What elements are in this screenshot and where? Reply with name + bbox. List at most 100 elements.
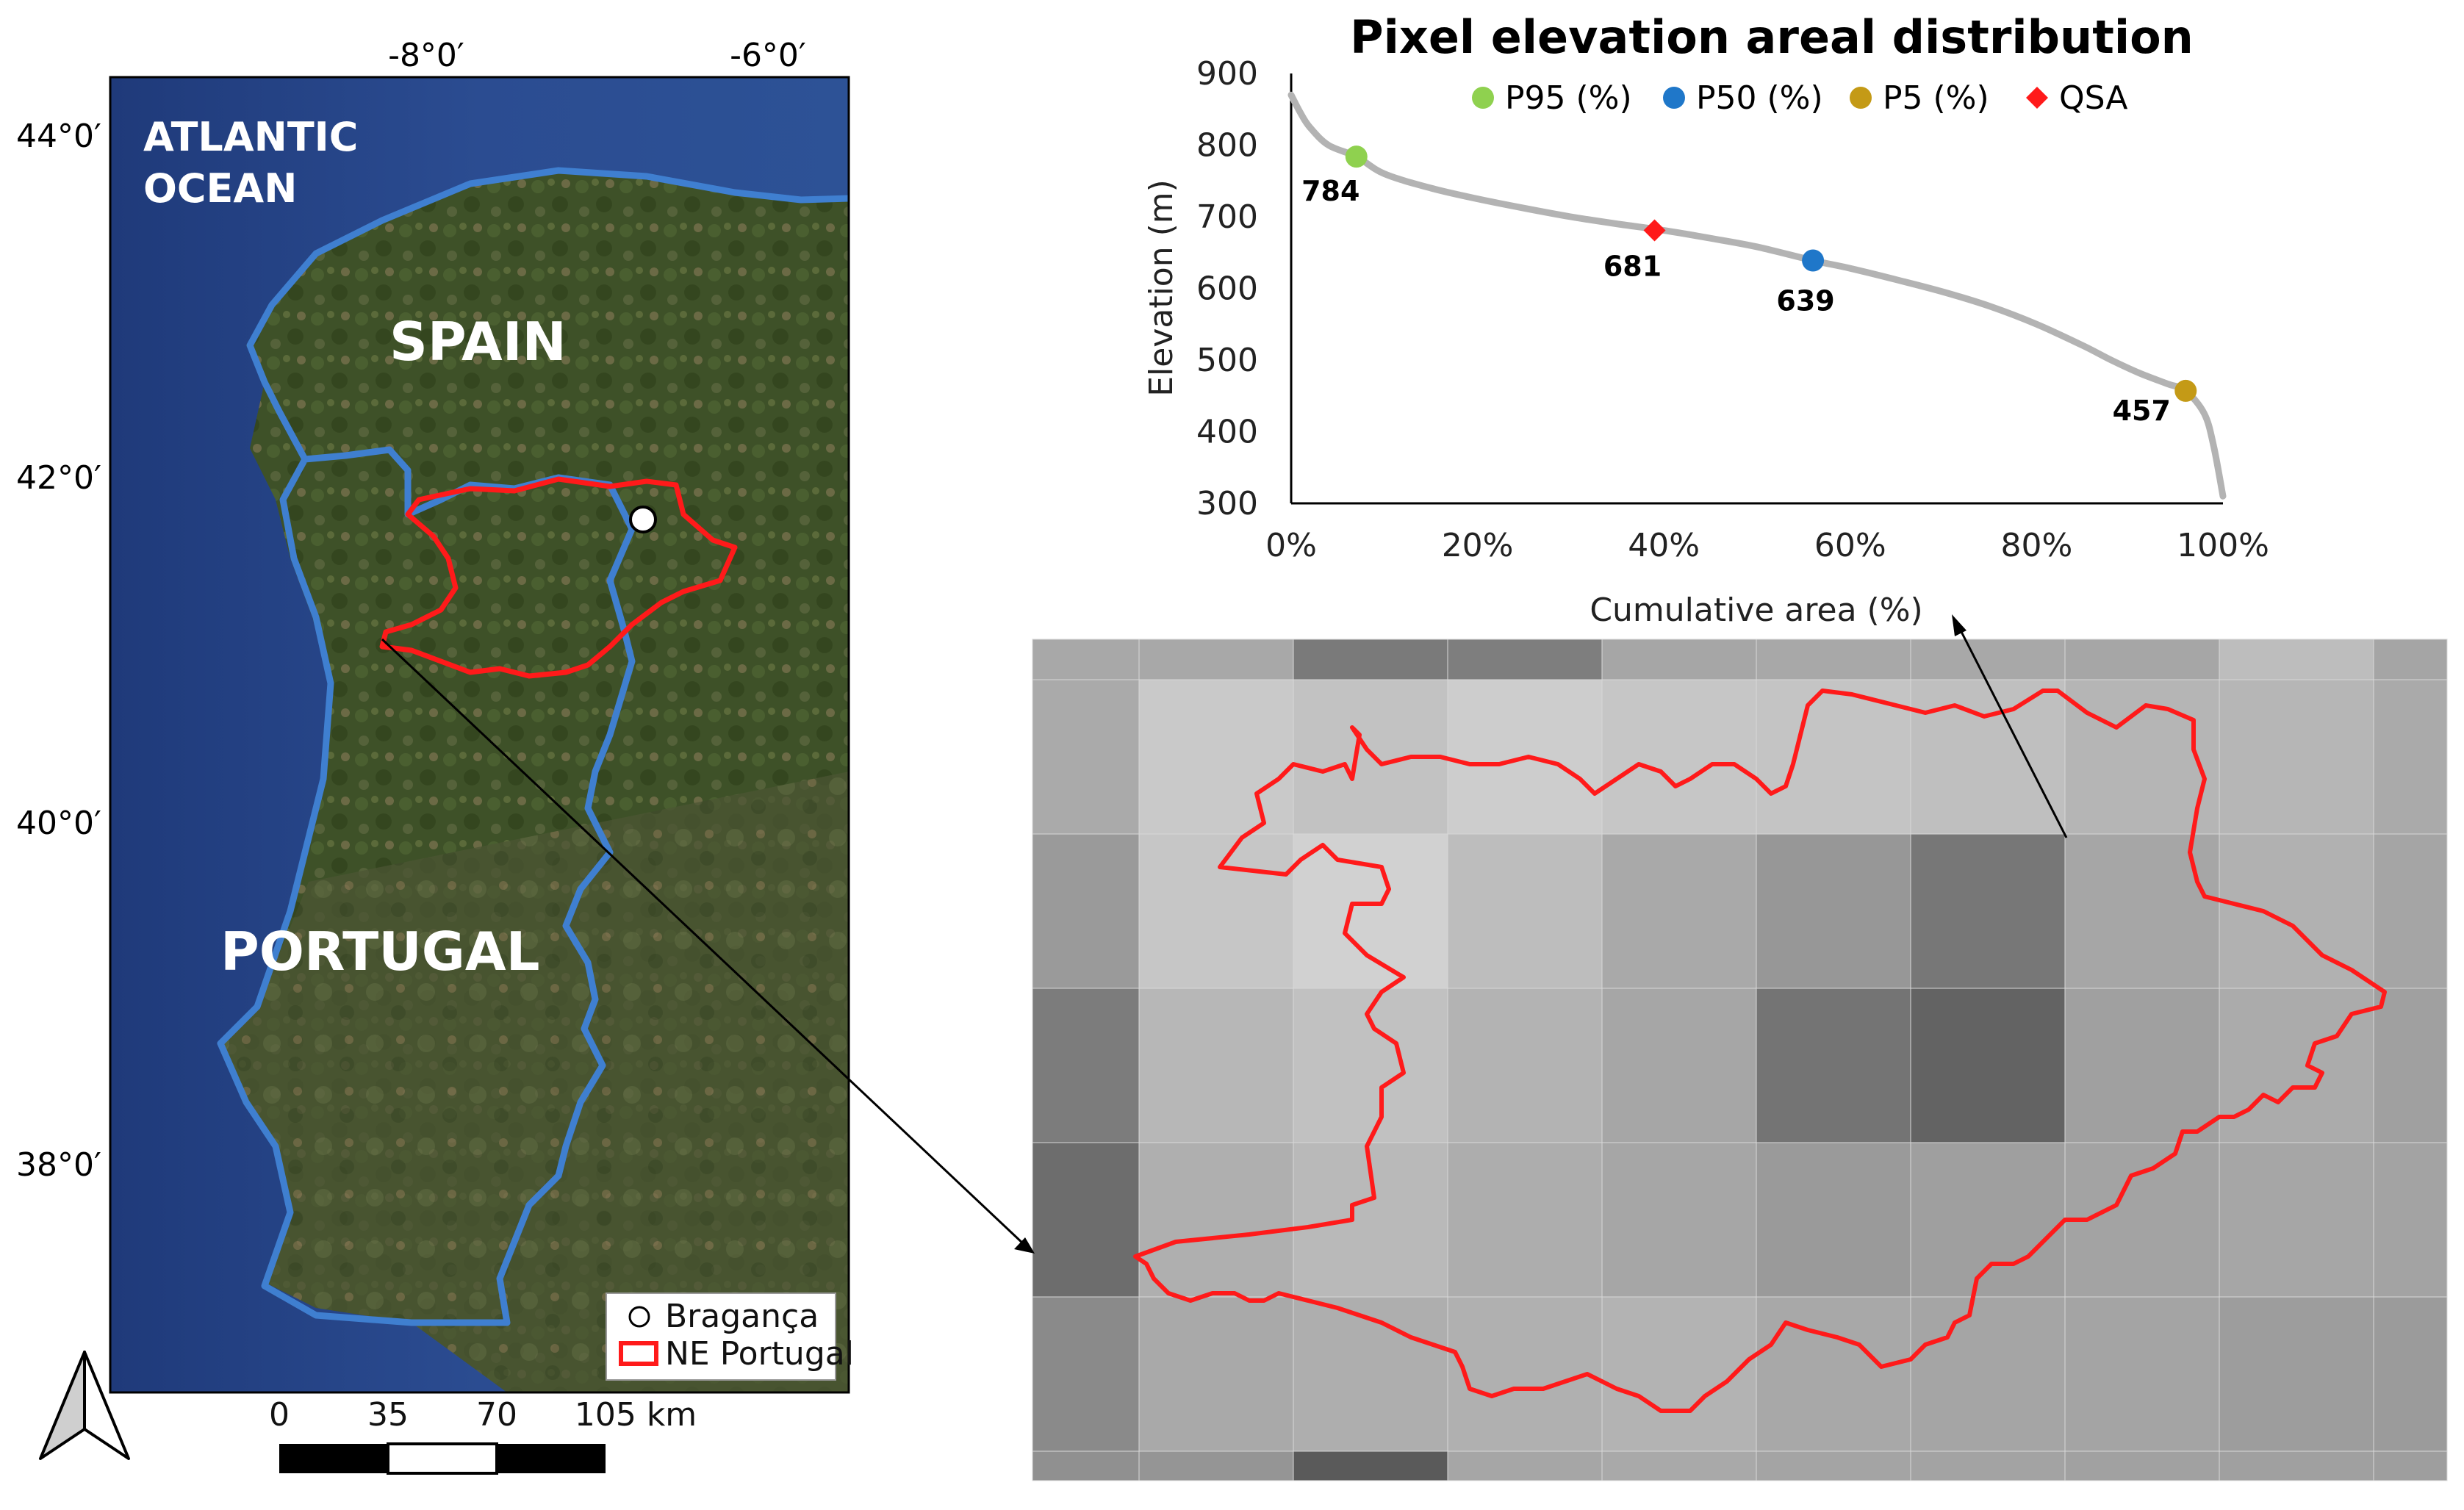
raster-cell — [2064, 833, 2220, 989]
x-tick-label: 0% — [1265, 527, 1317, 564]
legend-region-label: NE Portugal — [665, 1335, 854, 1373]
map-frame — [109, 76, 850, 1394]
raster-cell — [1447, 833, 1603, 989]
raster-cell — [2219, 1450, 2374, 1481]
spain-coastline — [246, 167, 850, 461]
y-tick-label: 500 — [1196, 342, 1258, 379]
raster-cell — [1910, 639, 2066, 680]
raster-cell — [2064, 1450, 2220, 1481]
data-label: 457 — [2113, 395, 2171, 427]
legend-marker-icon — [1472, 87, 1494, 109]
raster-cell — [1447, 1142, 1603, 1298]
y-tick-label: 900 — [1196, 55, 1258, 93]
raster-grid — [1032, 639, 2448, 1481]
scale-tick: 35 — [367, 1396, 409, 1434]
raster-cell — [1138, 639, 1294, 680]
raster-cell — [1293, 988, 1448, 1143]
raster-cell — [1138, 1296, 1294, 1452]
chart-connector-line — [1956, 624, 2068, 838]
raster-cell — [1447, 1296, 1603, 1452]
raster-cell — [1032, 1450, 1140, 1481]
chart-legend: P95 (%) P50 (%) P5 (%) QSA — [1472, 79, 2127, 117]
raster-cell — [1447, 639, 1603, 680]
raster-cell — [1756, 1142, 1911, 1298]
raster-cell — [1138, 679, 1294, 835]
legend-marker-icon — [1850, 87, 1872, 109]
legend-point-icon — [628, 1306, 650, 1328]
chart-title: Pixel elevation areal distribution — [1350, 10, 2194, 64]
raster-cell — [2219, 679, 2374, 835]
legend-point-label: Bragança — [665, 1298, 819, 1335]
raster-cell — [1910, 1142, 2066, 1298]
raster-cell — [1138, 1142, 1294, 1298]
scale-tick: 105 km — [575, 1396, 697, 1434]
x-tick-label: 60% — [1814, 527, 1886, 564]
land-south — [220, 772, 849, 1392]
raster-cell — [1032, 1142, 1140, 1298]
ne-portugal-zoom-outline — [1133, 689, 2387, 1413]
raster-cell — [1910, 833, 2066, 989]
raster-cell — [2219, 1142, 2374, 1298]
scale-tick: 70 — [476, 1396, 517, 1434]
raster-cell — [1138, 988, 1294, 1143]
y-tick-label: 700 — [1196, 198, 1258, 236]
raster-cell — [1601, 833, 1757, 989]
raster-cell — [1032, 1296, 1140, 1452]
raster-cell — [1601, 639, 1757, 680]
raster-cell — [2064, 1296, 2220, 1452]
raster-cell — [1756, 1296, 1911, 1452]
raster-cell — [1293, 639, 1448, 680]
raster-cell — [1032, 988, 1140, 1143]
legend-marker-icon — [2026, 87, 2048, 109]
y-tick-label: 300 — [1196, 485, 1258, 522]
raster-cell — [1601, 679, 1757, 835]
scale-tick: 0 — [269, 1396, 290, 1434]
north-arrow-icon — [39, 1351, 130, 1460]
raster-cell — [1032, 639, 1140, 680]
raster-cell — [1138, 1450, 1294, 1481]
braganca-point — [629, 506, 657, 533]
raster-cell — [1293, 1296, 1448, 1452]
lat-label: 44°0′ — [16, 118, 101, 155]
lat-label: 40°0′ — [16, 805, 101, 842]
marker-point — [1345, 145, 1368, 168]
raster-cell — [2064, 988, 2220, 1143]
arrow-head-icon — [1952, 614, 1966, 636]
legend-label: QSA — [2059, 79, 2127, 117]
raster-cell — [1910, 1450, 2066, 1481]
raster-cell — [2373, 833, 2448, 989]
raster-cell — [1756, 639, 1911, 680]
lon-label: -6°0′ — [730, 37, 806, 74]
y-tick-label: 400 — [1196, 414, 1258, 451]
raster-cell — [2219, 639, 2374, 680]
raster-cell — [2373, 679, 2448, 835]
legend-region-icon — [619, 1341, 658, 1366]
x-ticks: 0% 20% 40% 60% 80% 100% — [1265, 527, 2269, 564]
legend-label: P5 (%) — [1883, 79, 1989, 117]
connector-arrows — [381, 614, 2068, 1254]
chart-markers: 784 639 457 681 — [1301, 145, 2197, 427]
location-map: ATLANTIC OCEAN SPAIN PORTUGAL -8°0′ -6°0… — [16, 37, 854, 1475]
ne-portugal-region — [379, 476, 738, 679]
x-axis-title: Cumulative area (%) — [1590, 592, 1922, 629]
raster-cell — [1910, 1296, 2066, 1452]
legend-label: P95 (%) — [1505, 79, 1632, 117]
scale-bar: 0 35 70 105 km — [269, 1396, 697, 1475]
y-ticks: 300 400 500 600 700 800 900 — [1196, 55, 1258, 522]
lon-label: -8°0′ — [388, 37, 464, 74]
raster-cell — [1138, 833, 1294, 989]
raster-cell — [1756, 1450, 1911, 1481]
y-tick-label: 600 — [1196, 270, 1258, 308]
raster-cell — [1447, 988, 1603, 1143]
raster-cell — [2373, 1296, 2448, 1452]
x-tick-label: 40% — [1628, 527, 1700, 564]
marker-point — [1802, 249, 1825, 272]
x-tick-label: 100% — [2177, 527, 2269, 564]
legend-label: P50 (%) — [1696, 79, 1823, 117]
marker-point — [2174, 379, 2197, 402]
elevation-raster-panel — [1032, 639, 2448, 1481]
country-label-portugal: PORTUGAL — [220, 921, 539, 982]
arrow-head-icon — [1014, 1237, 1035, 1254]
raster-cell — [1293, 1450, 1448, 1481]
